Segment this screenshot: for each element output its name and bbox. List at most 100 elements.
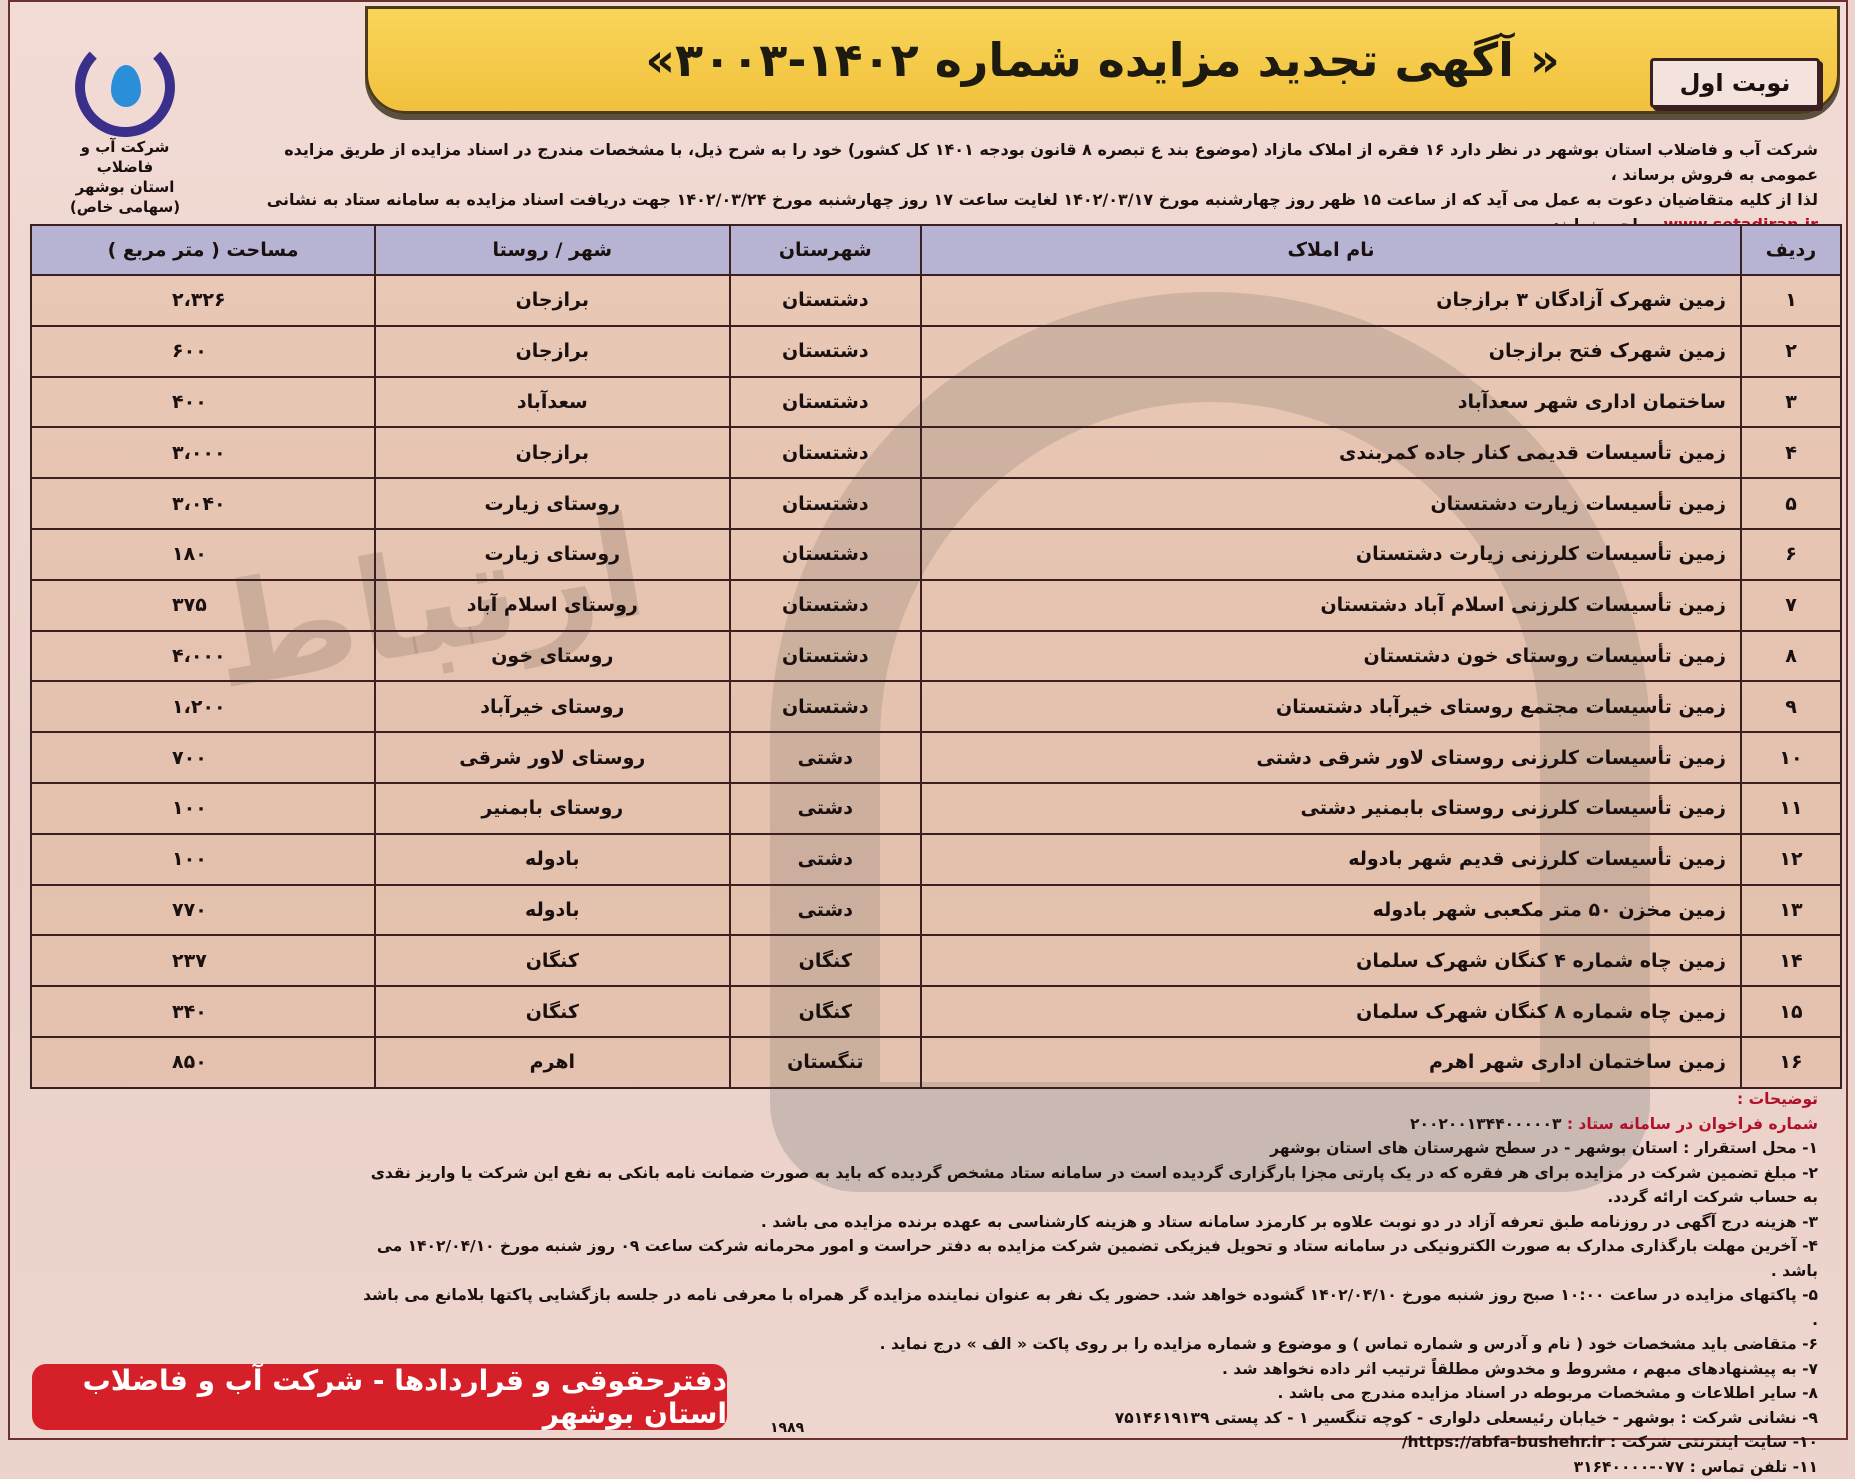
- logo-line: استان بوشهر: [50, 177, 200, 197]
- area-cell: ۷۰۰: [31, 732, 375, 783]
- property-name-cell: زمین تأسیسات زیارت دشتستان: [921, 478, 1741, 529]
- intro-text: شرکت آب و فاضلاب استان بوشهر در نظر دارد…: [258, 137, 1818, 237]
- city-village-cell: برازجان: [375, 427, 730, 478]
- city-village-cell: کنگان: [375, 986, 730, 1037]
- row-number-cell: ۳: [1741, 377, 1841, 428]
- company-logo: شرکت آب و فاضلاب استان بوشهر (سهامی خاص): [50, 37, 200, 217]
- row-number-cell: ۱۶: [1741, 1037, 1841, 1088]
- county-cell: دشتی: [730, 834, 921, 885]
- property-name-cell: زمین تأسیسات کلرزنی قدیم شهر بادوله: [921, 834, 1741, 885]
- city-village-cell: اهرم: [375, 1037, 730, 1088]
- county-cell: دشتستان: [730, 427, 921, 478]
- county-cell: کنگان: [730, 935, 921, 986]
- area-cell: ۳۴۰: [31, 986, 375, 1037]
- city-village-cell: روستای زیارت: [375, 529, 730, 580]
- title-banner: « آگهی تجدید مزایده شماره ۱۴۰۲-۳۰۰۳»: [365, 6, 1840, 114]
- note-item: ۳- هزینه درج آگهی در روزنامه طبق تعرفه آ…: [358, 1210, 1818, 1235]
- column-header: شهر / روستا: [375, 225, 730, 275]
- notes-heading: توضیحات :: [358, 1087, 1818, 1112]
- property-name-cell: زمین تأسیسات کلرزنی اسلام آباد دشتستان: [921, 580, 1741, 631]
- county-cell: دشتستان: [730, 326, 921, 377]
- area-cell: ۱۰۰: [31, 834, 375, 885]
- county-cell: دشتی: [730, 783, 921, 834]
- city-village-cell: سعدآباد: [375, 377, 730, 428]
- setad-label: شماره فراخوان در سامانه ستاد :: [1567, 1115, 1818, 1133]
- county-cell: کنگان: [730, 986, 921, 1037]
- city-village-cell: روستای اسلام آباد: [375, 580, 730, 631]
- area-cell: ۳،۰۰۰: [31, 427, 375, 478]
- row-number-cell: ۷: [1741, 580, 1841, 631]
- row-number-cell: ۱: [1741, 275, 1841, 326]
- city-village-cell: برازجان: [375, 326, 730, 377]
- row-number-cell: ۵: [1741, 478, 1841, 529]
- county-cell: دشتستان: [730, 275, 921, 326]
- note-item: ۲- مبلغ تضمین شرکت در مزایده برای هر فقر…: [358, 1161, 1818, 1210]
- logo-line: (سهامی خاص): [50, 197, 200, 217]
- row-number-cell: ۶: [1741, 529, 1841, 580]
- area-cell: ۲۳۷: [31, 935, 375, 986]
- page-title: « آگهی تجدید مزایده شماره ۱۴۰۲-۳۰۰۳»: [645, 33, 1559, 87]
- row-number-cell: ۱۲: [1741, 834, 1841, 885]
- row-number-cell: ۹: [1741, 681, 1841, 732]
- row-number-cell: ۸: [1741, 631, 1841, 682]
- note-item: ۴- آخرین مهلت بارگذاری مدارک به صورت الک…: [358, 1234, 1818, 1283]
- city-village-cell: روستای زیارت: [375, 478, 730, 529]
- note-item: ۱- محل استقرار : استان بوشهر - در سطح شه…: [358, 1136, 1818, 1161]
- property-name-cell: زمین تأسیسات کلرزنی زیارت دشتستان: [921, 529, 1741, 580]
- property-name-cell: زمین شهرک آزادگان ۳ برازجان: [921, 275, 1741, 326]
- row-number-cell: ۱۴: [1741, 935, 1841, 986]
- setad-number: ۲۰۰۲۰۰۱۳۴۴۰۰۰۰۰۳: [1410, 1115, 1561, 1133]
- county-cell: دشتی: [730, 732, 921, 783]
- city-village-cell: کنگان: [375, 935, 730, 986]
- area-cell: ۱،۲۰۰: [31, 681, 375, 732]
- county-cell: دشتستان: [730, 478, 921, 529]
- property-name-cell: زمین تأسیسات کلرزنی روستای بابمنیر دشتی: [921, 783, 1741, 834]
- logo-line: شرکت آب و فاضلاب: [50, 137, 200, 177]
- page-number: ۱۹۸۹: [770, 1420, 804, 1436]
- area-cell: ۳۷۵: [31, 580, 375, 631]
- city-village-cell: بادوله: [375, 834, 730, 885]
- row-number-cell: ۴: [1741, 427, 1841, 478]
- note-item: ۵- پاکتهای مزایده در ساعت ۱۰:۰۰ صبح روز …: [358, 1283, 1818, 1332]
- area-cell: ۴۰۰: [31, 377, 375, 428]
- property-name-cell: زمین ساختمان اداری شهر اهرم: [921, 1037, 1741, 1088]
- row-number-cell: ۱۵: [1741, 986, 1841, 1037]
- area-cell: ۴،۰۰۰: [31, 631, 375, 682]
- city-village-cell: بادوله: [375, 885, 730, 936]
- area-cell: ۱۰۰: [31, 783, 375, 834]
- column-header: نام املاک: [921, 225, 1741, 275]
- county-cell: دشتستان: [730, 580, 921, 631]
- property-name-cell: ساختمان اداری شهر سعدآباد: [921, 377, 1741, 428]
- city-village-cell: روستای بابمنیر: [375, 783, 730, 834]
- area-cell: ۶۰۰: [31, 326, 375, 377]
- county-cell: دشتستان: [730, 631, 921, 682]
- city-village-cell: روستای خون: [375, 631, 730, 682]
- intro-line: شرکت آب و فاضلاب استان بوشهر در نظر دارد…: [258, 137, 1818, 187]
- row-number-cell: ۱۰: [1741, 732, 1841, 783]
- county-cell: دشتی: [730, 885, 921, 936]
- property-name-cell: زمین شهرک فتح برازجان: [921, 326, 1741, 377]
- property-name-cell: زمین مخزن ۵۰ متر مکعبی شهر بادوله: [921, 885, 1741, 936]
- area-cell: ۸۵۰: [31, 1037, 375, 1088]
- property-name-cell: زمین تأسیسات قدیمی کنار جاده کمربندی: [921, 427, 1741, 478]
- property-name-cell: زمین تأسیسات روستای خون دشتستان: [921, 631, 1741, 682]
- area-cell: ۱۸۰: [31, 529, 375, 580]
- property-name-cell: زمین چاه شماره ۴ کنگان شهرک سلمان: [921, 935, 1741, 986]
- county-cell: دشتستان: [730, 529, 921, 580]
- column-header: مساحت ( متر مربع ): [31, 225, 375, 275]
- city-village-cell: روستای لاور شرقی: [375, 732, 730, 783]
